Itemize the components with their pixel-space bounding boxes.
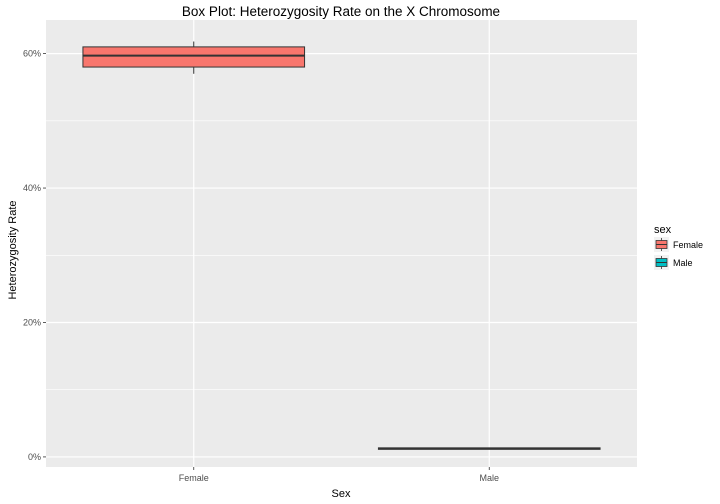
y-axis-title: Heterozygosity Rate bbox=[7, 200, 19, 299]
plot-panel bbox=[46, 20, 637, 467]
box-male bbox=[377, 447, 601, 450]
x-axis: Female Male bbox=[179, 467, 499, 483]
x-tick-label: Male bbox=[479, 473, 499, 483]
y-tick-label: 0% bbox=[28, 452, 41, 462]
legend-label: Female bbox=[673, 240, 703, 250]
y-axis: 0% 20% 40% 60% bbox=[23, 49, 46, 462]
legend-title: sex bbox=[654, 224, 672, 236]
legend-key-female: Female bbox=[654, 237, 703, 252]
box-body bbox=[82, 46, 306, 68]
box-female bbox=[82, 41, 306, 74]
y-tick-label: 40% bbox=[23, 183, 41, 193]
legend-label: Male bbox=[673, 258, 693, 268]
x-axis-title: Sex bbox=[332, 488, 351, 500]
legend: sex Female Male bbox=[654, 224, 703, 270]
y-tick-label: 60% bbox=[23, 49, 41, 59]
boxes bbox=[82, 41, 601, 450]
x-tick-label: Female bbox=[179, 473, 209, 483]
chart-title: Box Plot: Heterozygosity Rate on the X C… bbox=[182, 4, 500, 19]
y-tick-label: 20% bbox=[23, 317, 41, 327]
legend-key-male: Male bbox=[654, 255, 693, 270]
